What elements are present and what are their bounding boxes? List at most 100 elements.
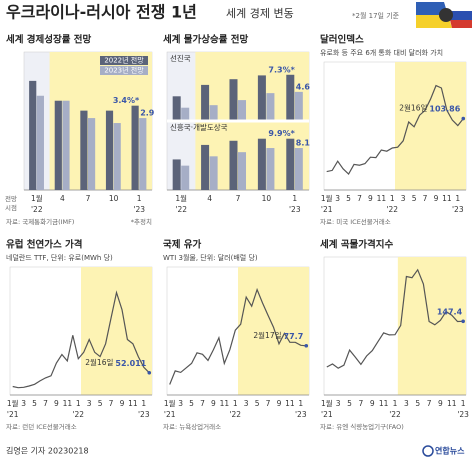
bar: [286, 138, 295, 190]
x-tick-label: 1월: [321, 398, 333, 408]
x-tick-label: 1: [461, 399, 466, 408]
x-tick-label: 7: [359, 399, 364, 408]
end-point: [147, 371, 152, 375]
source: 자료: 미국 ICE선물거래소: [320, 217, 391, 226]
source: 자료: 유엔 식량농업기구(FAO): [320, 422, 404, 431]
x-tick-label: 7: [236, 194, 241, 203]
x-group-label: '22: [175, 205, 187, 214]
x-tick-label: 7: [43, 399, 48, 408]
x-tick-label: 7: [266, 399, 271, 408]
x-tick-label: 11: [447, 399, 457, 408]
x-tick-label: 5: [189, 399, 194, 408]
x-group-label: '22: [389, 410, 401, 419]
x-tick-label: 1: [76, 399, 81, 408]
legend-label: 2023년 전망: [104, 66, 144, 75]
x-tick-label: 9: [438, 399, 443, 408]
annotation-date: 2월16일: [399, 103, 427, 113]
x-tick-label: 7: [357, 194, 362, 203]
chart-title: 세계 경제성장률 전망: [6, 34, 92, 46]
x-tick-label: 1월: [175, 193, 187, 203]
x-group-label: '23: [295, 410, 307, 419]
highlight-region: [397, 257, 466, 395]
annotation-value: 52.011: [115, 358, 146, 367]
data-label: 9.9%*: [268, 129, 295, 138]
x-tick-label: 1: [455, 194, 460, 203]
footnote: *추정치: [131, 217, 152, 226]
x-group-label: '21: [164, 410, 176, 419]
legend-swatch: [100, 66, 148, 75]
x-group-label: '22: [229, 410, 241, 419]
x-tick-label: 7: [86, 194, 91, 203]
x-tick-label: 3: [178, 399, 183, 408]
x-tick-label: 9: [54, 399, 59, 408]
x-tick-label: 3: [244, 399, 249, 408]
annotation-value: 103.86: [429, 104, 460, 113]
x-group-label: '23: [138, 410, 150, 419]
chart-title: 세계 물가상승률 전망: [163, 34, 249, 46]
bar: [29, 80, 37, 190]
line: [12, 290, 150, 389]
end-point: [304, 343, 309, 348]
legend-swatch: [100, 56, 148, 65]
source: 자료: 국제통화기금(IMF): [6, 217, 74, 226]
bar: [201, 84, 210, 121]
x-tick-label: 4: [60, 194, 65, 203]
bar: [172, 159, 181, 190]
bar: [139, 118, 147, 190]
title: 우크라이나-러시아 전쟁 1년: [6, 3, 197, 22]
x-tick-label: 5: [346, 194, 351, 203]
annotation-value: 77.7: [284, 331, 304, 340]
bar: [257, 75, 266, 121]
x-tick-label: 1: [292, 194, 297, 203]
annotation-value: 147.4: [437, 307, 463, 316]
x-tick-label: 11: [128, 399, 138, 408]
x-group-label: '23: [133, 205, 145, 214]
x-tick-label: 3: [401, 194, 406, 203]
bar: [80, 110, 88, 190]
x-tick-label: 1: [137, 194, 142, 203]
bar: [257, 138, 266, 190]
annotation-date: 2월17일: [253, 330, 281, 340]
highlight-region: [395, 62, 466, 190]
bar: [172, 96, 181, 121]
data-label: 2.9: [140, 109, 155, 118]
bar: [209, 105, 218, 121]
x-tick-label: 10: [262, 194, 272, 203]
x-tick-label: 1: [141, 399, 146, 408]
x-group-label: '21: [321, 410, 333, 419]
x-tick-label: 3: [404, 399, 409, 408]
x-tick-label: 9: [120, 399, 125, 408]
x-tick-label: 1: [298, 399, 303, 408]
bar: [54, 100, 62, 190]
x-tick-label: 7: [109, 399, 114, 408]
bar: [105, 110, 114, 190]
x-tick-label: 10: [109, 194, 119, 203]
x-tick-label: 1: [390, 194, 395, 203]
bar: [266, 93, 275, 121]
bar: [209, 156, 218, 190]
x-tick-label: 1월: [31, 193, 43, 203]
line: [326, 84, 464, 175]
x-tick-label: 3: [87, 399, 92, 408]
x-tick-label: 11: [377, 194, 387, 203]
source: 자료: 런던 ICE선물거래소: [6, 422, 77, 431]
bar: [201, 144, 210, 190]
end-point: [461, 116, 466, 121]
highlight-region: [81, 267, 152, 395]
x-tick-label: 1: [233, 399, 238, 408]
chart-title: 달러인덱스: [320, 34, 364, 46]
x-tick-label: 9: [370, 399, 375, 408]
x-tick-label: 9: [277, 399, 282, 408]
legend-label: 2022년 전망: [104, 56, 144, 65]
chart-subtitle: 유로화 등 주요 6개 통화 대비 달러화 가치: [320, 48, 443, 57]
x-group-label: '21: [321, 205, 333, 214]
x-tick-label: 9: [434, 194, 439, 203]
chart-subtitle: WTI 3월물, 단위: 달러(배럴 당): [163, 253, 258, 262]
x-tick-label: 11: [285, 399, 295, 408]
note: *2월 17일 기준: [352, 11, 400, 20]
x-group-label: '23: [457, 410, 469, 419]
x-tick-label: 5: [98, 399, 103, 408]
